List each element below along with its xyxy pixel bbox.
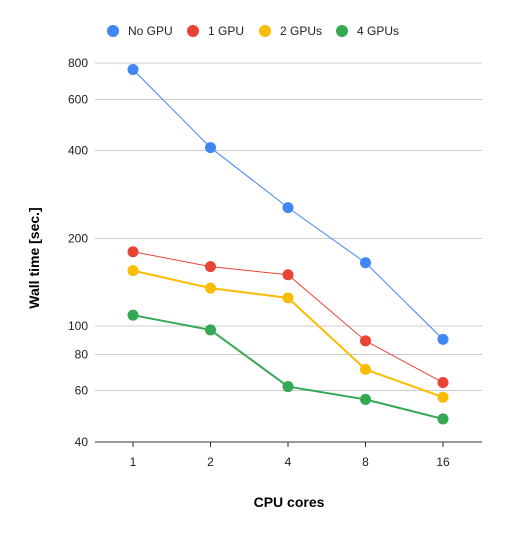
series-line-2-gpus [132, 269, 444, 399]
y-axis-label: Wall time [sec.] [26, 207, 42, 309]
data-point-2-gpus [205, 282, 216, 294]
data-point-4-gpus [205, 324, 216, 336]
data-point-2-gpus [282, 292, 294, 304]
data-point-2-gpus [127, 265, 139, 277]
data-point-no-gpu [205, 142, 216, 154]
legend-label-4-gpus: 4 GPUs [357, 24, 400, 38]
x-tick-label: 2 [207, 455, 214, 469]
chart-legend: No GPU 1 GPU 2 GPUs 4 GPUs [0, 24, 507, 42]
data-point-1-gpu [360, 335, 371, 347]
y-tick-label: 200 [68, 231, 88, 245]
data-point-4-gpus [437, 413, 449, 425]
x-tick-label: 16 [436, 455, 450, 469]
y-tick-label: 80 [75, 347, 89, 361]
y-tick-label: 800 [68, 56, 88, 70]
data-point-1-gpu [205, 261, 216, 273]
data-point-no-gpu [437, 333, 449, 345]
data-point-1-gpu [282, 269, 294, 281]
legend-item-4-gpus: 4 GPUs [336, 24, 399, 38]
y-tick-label: 40 [75, 435, 89, 449]
x-tick-label: 1 [130, 455, 137, 469]
series-group [127, 63, 449, 425]
data-point-no-gpu [127, 63, 139, 75]
legend-item-no-gpu: No GPU [107, 24, 173, 38]
data-point-2-gpus [360, 363, 371, 375]
data-point-4-gpus [282, 381, 294, 393]
data-point-1-gpu [437, 377, 449, 389]
data-point-1-gpu [127, 246, 139, 258]
data-point-4-gpus [360, 393, 371, 405]
data-point-4-gpus [127, 309, 139, 321]
x-tick-label: 4 [285, 455, 292, 469]
grid-lines [95, 62, 482, 443]
legend-label-1-gpu: 1 GPU [208, 24, 245, 38]
y-tick-label: 100 [68, 319, 88, 333]
legend-label-no-gpu: No GPU [128, 24, 173, 38]
data-point-no-gpu [282, 202, 294, 214]
x-tick-label: 8 [362, 455, 369, 469]
data-point-2-gpus [437, 391, 449, 403]
y-tick-label: 400 [68, 144, 88, 158]
legend-swatch-4-gpus [336, 25, 348, 37]
data-point-no-gpu [360, 257, 371, 269]
x-axis-ticks: 1 2 4 8 16 [130, 442, 450, 469]
legend-item-2-gpus: 2 GPUs [259, 24, 322, 38]
legend-swatch-no-gpu [107, 25, 119, 37]
y-axis-ticks: 800 600 400 200 100 80 60 40 [68, 56, 88, 449]
legend-item-1-gpu: 1 GPU [187, 24, 244, 38]
series-line-4-gpus [132, 314, 444, 420]
y-tick-label: 600 [68, 92, 88, 106]
x-axis-label: CPU cores [253, 494, 325, 510]
legend-swatch-2-gpus [259, 25, 271, 37]
legend-swatch-1-gpu [187, 25, 199, 37]
legend-label-2-gpus: 2 GPUs [280, 24, 323, 38]
y-tick-label: 60 [75, 384, 89, 398]
